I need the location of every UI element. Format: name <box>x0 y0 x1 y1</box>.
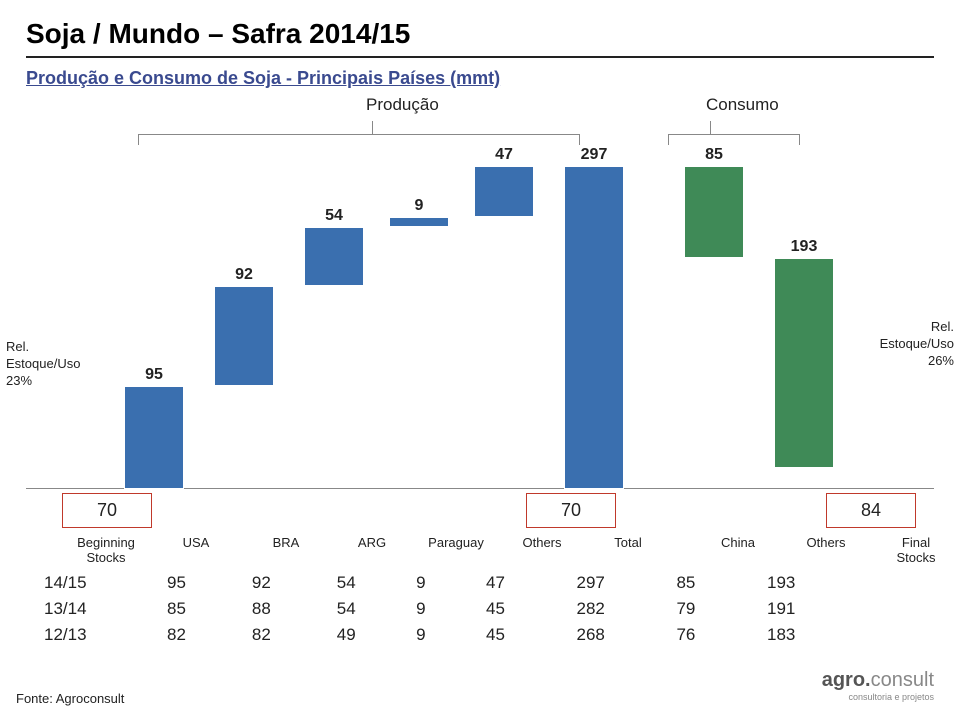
bar-1 <box>214 286 274 386</box>
category-label-c4: Paraguay <box>416 535 496 550</box>
logo-rest: consult <box>871 669 934 691</box>
logo-main: agro. <box>822 669 871 691</box>
category-label-c5: Others <box>502 535 582 550</box>
bar-label-1: 92 <box>214 266 274 284</box>
source-caption: Fonte: Agroconsult <box>16 691 124 706</box>
data-cell: 76 <box>643 622 728 648</box>
season-cell: 13/14 <box>34 596 134 622</box>
data-cell: 191 <box>728 596 834 622</box>
table-row: 13/1485885494528279191 <box>34 596 934 622</box>
empty-cell <box>834 570 934 596</box>
right-ratio-label: Rel. Estoque/Uso 26% <box>874 319 954 370</box>
category-label-c1: USA <box>156 535 236 550</box>
data-cell: 54 <box>304 596 389 622</box>
table-row: 12/1382824994526876183 <box>34 622 934 648</box>
box-total: 70 <box>526 493 616 528</box>
data-cell: 82 <box>134 622 219 648</box>
red-box-row: 70 70 84 <box>26 493 934 533</box>
empty-cell <box>834 622 934 648</box>
category-label-c9: FinalStocks <box>876 535 956 565</box>
bar-label-3: 9 <box>389 197 449 215</box>
bar-label-7: 193 <box>774 238 834 256</box>
box-beginning-stocks: 70 <box>62 493 152 528</box>
empty-cell <box>834 596 934 622</box>
category-label-c0: BeginningStocks <box>66 535 146 565</box>
bar-4 <box>474 166 534 217</box>
waterfall-chart: Rel. Estoque/Uso 23% Rel. Estoque/Uso 26… <box>26 119 934 489</box>
data-cell: 88 <box>219 596 304 622</box>
bar-7 <box>774 258 834 468</box>
category-label-c8: Others <box>786 535 866 550</box>
data-cell: 45 <box>453 622 538 648</box>
category-label-c7: China <box>698 535 778 550</box>
bar-0 <box>124 386 184 489</box>
bar-label-4: 47 <box>474 146 534 164</box>
season-cell: 12/13 <box>34 622 134 648</box>
bar-5 <box>564 166 624 489</box>
logo-sub: consultoria e projetos <box>822 692 934 702</box>
logo: agro.consult consultoria e projetos <box>822 669 934 702</box>
data-cell: 268 <box>538 622 644 648</box>
bar-label-5: 297 <box>564 146 624 164</box>
data-cell: 95 <box>134 570 219 596</box>
header-labels: Produção Consumo <box>26 95 934 119</box>
bar-3 <box>389 217 449 227</box>
data-cell: 82 <box>219 622 304 648</box>
category-labels-row: BeginningStocks USA BRA ARG Paraguay Others To… <box>26 535 934 569</box>
table-row: 14/1595925494729785193 <box>34 570 934 596</box>
data-cell: 297 <box>538 570 644 596</box>
data-cell: 9 <box>389 622 453 648</box>
data-cell: 282 <box>538 596 644 622</box>
slide: Soja / Mundo – Safra 2014/15 Produção e … <box>0 0 960 716</box>
data-cell: 85 <box>134 596 219 622</box>
data-cell: 9 <box>389 596 453 622</box>
bar-label-6: 85 <box>684 146 744 164</box>
category-label-c2: BRA <box>246 535 326 550</box>
data-cell: 45 <box>453 596 538 622</box>
data-cell: 92 <box>219 570 304 596</box>
data-cell: 79 <box>643 596 728 622</box>
data-cell: 193 <box>728 570 834 596</box>
bar-label-2: 54 <box>304 207 364 225</box>
title-divider <box>26 56 934 58</box>
data-cell: 85 <box>643 570 728 596</box>
bar-2 <box>304 227 364 286</box>
category-label-c3: ARG <box>332 535 412 550</box>
label-producao: Produção <box>366 95 439 115</box>
season-cell: 14/15 <box>34 570 134 596</box>
data-table: 14/159592549472978519313/148588549452827… <box>34 570 934 648</box>
data-cell: 9 <box>389 570 453 596</box>
box-final-stocks: 84 <box>826 493 916 528</box>
data-cell: 49 <box>304 622 389 648</box>
page-title: Soja / Mundo – Safra 2014/15 <box>26 18 934 50</box>
bar-label-0: 95 <box>124 366 184 384</box>
subtitle: Produção e Consumo de Soja - Principais … <box>26 68 934 89</box>
bar-6 <box>684 166 744 259</box>
left-ratio-label: Rel. Estoque/Uso 23% <box>6 339 86 390</box>
data-cell: 183 <box>728 622 834 648</box>
category-label-c6: Total <box>588 535 668 550</box>
label-consumo: Consumo <box>706 95 779 115</box>
data-cell: 47 <box>453 570 538 596</box>
data-cell: 54 <box>304 570 389 596</box>
